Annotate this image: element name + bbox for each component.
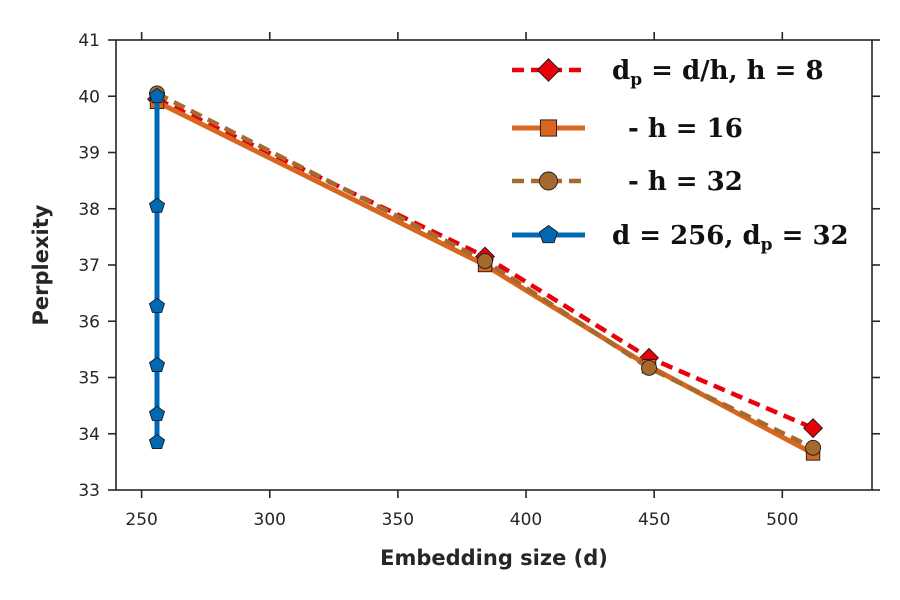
series-3-point [641, 359, 657, 376]
legend-marker [539, 171, 558, 191]
legend-entry-4: d = 256, dp = 32 [512, 221, 849, 255]
series-layer [146, 85, 824, 461]
legend-label-part: p [761, 235, 773, 255]
series-4-point [148, 433, 166, 450]
legend-label-part: - h = [628, 114, 707, 144]
series-4-point [148, 405, 166, 421]
legend-label: dp = d/h, h = 8 [612, 56, 824, 90]
x-tick-label: 450 [638, 510, 670, 530]
series-1-line [156, 97, 814, 431]
series-3-point [805, 439, 822, 456]
y-tick-label: 37 [78, 256, 100, 276]
legend-marker [539, 119, 558, 137]
series-4-point [148, 356, 166, 372]
legend-label-part: 32 [707, 167, 743, 197]
legend-label-part: 256 [670, 221, 724, 251]
y-tick-label: 41 [78, 31, 100, 51]
y-tick-label: 34 [78, 425, 100, 445]
legend-label-part: 8 [805, 56, 823, 86]
series-3-line [155, 91, 815, 450]
legend-label-part: = d/h, h = [642, 56, 805, 86]
legend-entry-3: - h = 32 [512, 167, 743, 197]
y-tick-label: 33 [78, 481, 100, 501]
legend-label-part: 32 [812, 221, 848, 251]
legend-label: - h = 32 [628, 167, 743, 197]
x-tick-label: 250 [125, 510, 157, 530]
series-3 [149, 85, 822, 456]
series-4-point [148, 87, 166, 104]
y-axis-title: Perplexity [29, 204, 53, 325]
x-tick-label: 300 [254, 510, 286, 530]
x-tick-label: 500 [766, 510, 798, 530]
x-tick-label: 350 [382, 510, 414, 530]
legend-label-part: d [612, 56, 630, 86]
legend-entry-1: dp = d/h, h = 8 [512, 56, 824, 90]
x-axis-title: Embedding size (d) [380, 546, 608, 570]
legend-label-part: d = [612, 221, 670, 251]
legend-label: d = 256, dp = 32 [612, 221, 849, 255]
legend-entry-2: - h = 16 [512, 114, 743, 144]
legend-label-part: p [630, 70, 642, 90]
series-3-point [477, 253, 493, 270]
series-4 [148, 87, 166, 450]
legend-marker [536, 58, 561, 82]
legend-label-part: = [773, 221, 813, 251]
y-tick-label: 39 [78, 144, 100, 164]
legend-label-part: , d [724, 221, 760, 251]
y-tick-label: 38 [78, 200, 100, 220]
series-4-point [148, 197, 166, 213]
y-tick-label: 35 [78, 369, 100, 389]
legend-label-part: - h = [628, 167, 707, 197]
series-4-point [148, 297, 166, 313]
y-tick-label: 36 [78, 312, 100, 332]
y-tick-label: 40 [78, 87, 100, 107]
legend-label: - h = 16 [628, 114, 743, 144]
series-1-point [803, 418, 824, 439]
x-tick-label: 400 [510, 510, 542, 530]
axis-ticks: 250 300 350 400 450 500 33 34 35 36 37 38 39 40 41 [78, 31, 880, 530]
legend-marker [538, 224, 559, 244]
legend-label-part: 16 [707, 114, 743, 144]
legend: dp = d/h, h = 8- h = 16- h = 32d = 256, … [512, 56, 849, 255]
